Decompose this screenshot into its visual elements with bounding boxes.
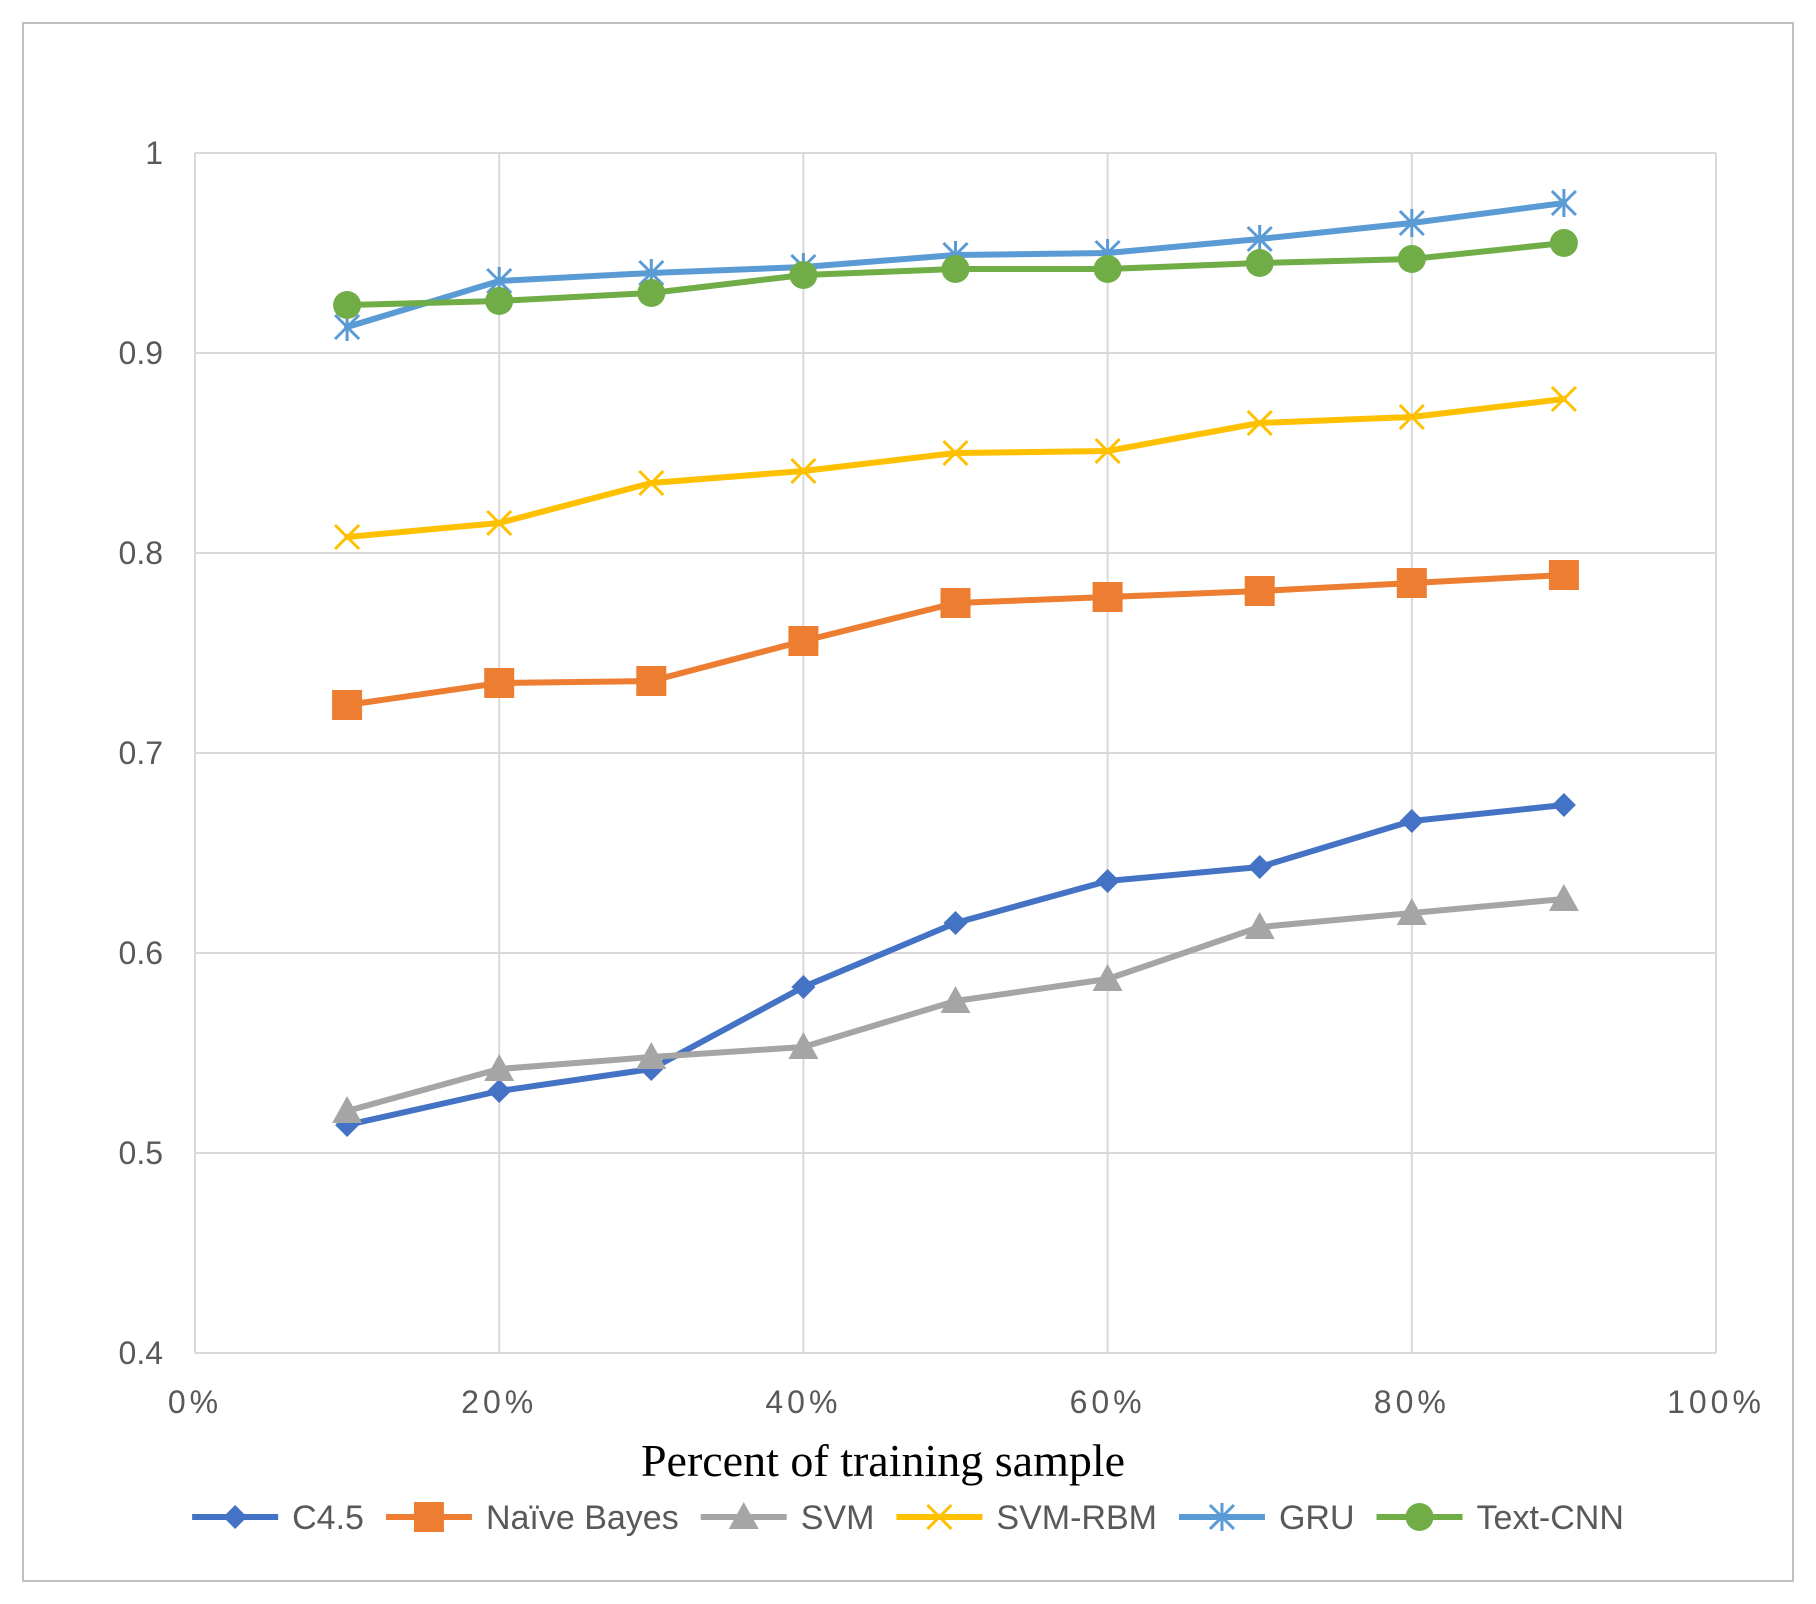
data-point: [1092, 582, 1123, 612]
data-point: [334, 523, 361, 551]
y-tick-label: 0.7: [119, 735, 163, 771]
data-point: [1550, 189, 1577, 217]
data-point: [1398, 209, 1425, 237]
x-tick-label: 0%: [168, 1384, 222, 1420]
data-point: [943, 911, 968, 935]
data-point: [940, 588, 971, 618]
x-tick-label: 100%: [1667, 1384, 1765, 1420]
data-point: [1244, 912, 1275, 939]
x-tick-label: 20%: [461, 1384, 537, 1420]
data-point: [940, 986, 971, 1013]
legend-marker: [223, 1505, 248, 1529]
data-point: [1550, 385, 1577, 413]
y-tick-label: 0.4: [119, 1335, 163, 1371]
data-point: [1095, 869, 1120, 893]
x-tick-label: 60%: [1070, 1384, 1146, 1420]
legend-item: SVM: [700, 1499, 875, 1537]
data-point: [791, 975, 816, 999]
data-point: [332, 1096, 363, 1123]
data-point: [1244, 576, 1275, 606]
data-point: [790, 457, 817, 485]
data-point: [1093, 255, 1122, 283]
series-line: [344, 802, 1567, 1128]
data-point: [788, 1032, 819, 1059]
legend-marker: [926, 1503, 953, 1531]
y-tick-label: 0.9: [119, 335, 163, 371]
legend-marker: [1208, 1503, 1236, 1531]
legend: C4.5 Naïve Bayes SVM SVM-RBM GRU Text-CNN: [192, 1499, 1624, 1537]
data-point: [1399, 809, 1424, 833]
y-tick-label: 0.6: [119, 935, 163, 971]
data-point: [485, 287, 514, 315]
series-layer: [332, 189, 1579, 1137]
data-point: [636, 1042, 667, 1069]
data-point: [1548, 560, 1579, 590]
y-tick-label: 1: [145, 135, 163, 171]
data-point: [487, 1079, 512, 1103]
data-point: [484, 1054, 515, 1081]
legend-item: GRU: [1178, 1499, 1355, 1537]
legend-item: SVM-RBM: [896, 1499, 1157, 1537]
legend-item: Text-CNN: [1376, 1499, 1624, 1537]
legend-item: C4.5: [192, 1499, 364, 1537]
legend-label: Naïve Bayes: [486, 1499, 679, 1537]
data-point: [1245, 249, 1274, 277]
data-point: [1396, 568, 1427, 598]
data-point: [1397, 245, 1426, 273]
data-point: [1549, 229, 1578, 257]
y-tick-label: 0.8: [119, 535, 163, 571]
series-na-ve-bayes: [332, 560, 1579, 720]
data-point: [1398, 403, 1425, 431]
x-tick-label: 80%: [1374, 1384, 1450, 1420]
x-axis-title: Percent of training sample: [641, 1435, 1125, 1486]
data-point: [1094, 437, 1121, 465]
data-point: [1247, 855, 1272, 879]
data-point: [788, 626, 819, 656]
data-point: [1246, 225, 1273, 253]
data-point: [1548, 884, 1579, 911]
data-point: [1246, 409, 1273, 437]
legend-label: SVM: [801, 1499, 875, 1537]
data-point: [637, 279, 666, 307]
legend-label: GRU: [1279, 1499, 1355, 1537]
legend-label: Text-CNN: [1477, 1499, 1624, 1537]
data-point: [638, 469, 665, 497]
series-text-cnn: [333, 229, 1578, 319]
data-point: [333, 291, 362, 319]
data-point: [941, 255, 970, 283]
axes: 0.4 0.5 0.6 0.7 0.8 0.9 1 0% 20% 40% 60% 80% 100%: [119, 135, 1765, 1420]
y-tick-label: 0.5: [119, 1135, 163, 1171]
series-svm: [332, 884, 1579, 1123]
data-point: [1092, 964, 1123, 991]
data-point: [1396, 898, 1427, 925]
legend-marker: [728, 1502, 759, 1529]
legend-marker: [413, 1502, 444, 1532]
legend-marker: [1405, 1503, 1434, 1531]
data-point: [486, 509, 513, 537]
data-point: [1551, 793, 1576, 817]
x-tick-label: 40%: [765, 1384, 841, 1420]
data-point: [636, 666, 667, 696]
legend-item: Naïve Bayes: [385, 1499, 679, 1537]
series-c4-5: [335, 793, 1576, 1137]
legend-label: SVM-RBM: [996, 1499, 1157, 1537]
series-svm-rbm: [334, 385, 1577, 551]
gridlines: [194, 152, 1717, 1354]
data-point: [332, 690, 363, 720]
legend-label: C4.5: [292, 1499, 364, 1537]
data-point: [484, 668, 515, 698]
chart-frame: [22, 22, 1794, 1582]
data-point: [789, 261, 818, 289]
series-line: [344, 396, 1567, 540]
data-point: [942, 439, 969, 467]
